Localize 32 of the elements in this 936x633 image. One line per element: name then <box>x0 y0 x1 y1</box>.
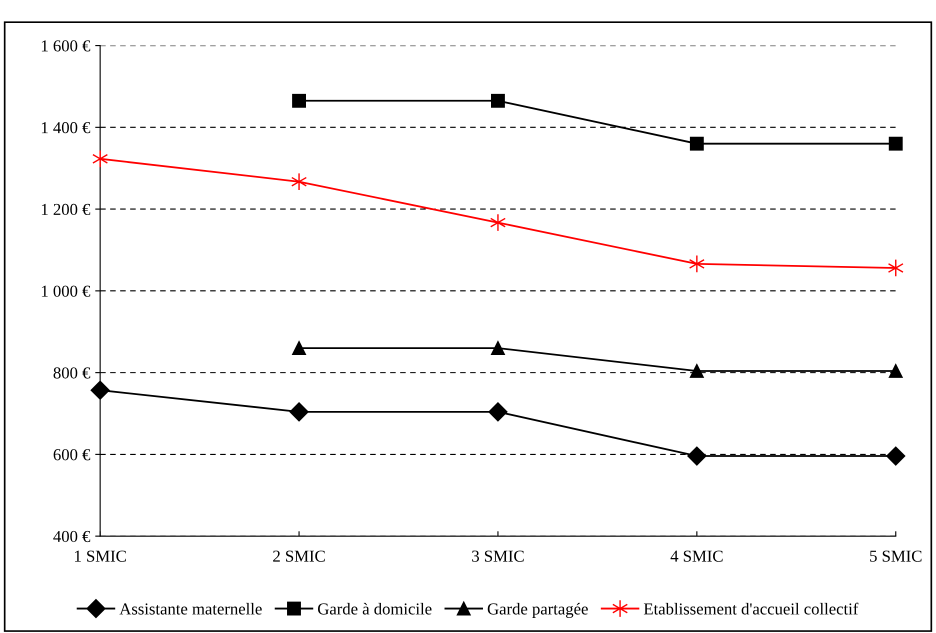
point <box>290 402 309 422</box>
y-tick-label: 800 € <box>54 367 90 379</box>
point <box>688 254 705 273</box>
y-tick-label: 400 € <box>53 530 90 542</box>
point <box>687 446 706 466</box>
y-tick-label: 1 000 € <box>42 286 90 297</box>
y-tick-label: 1 400 € <box>42 122 90 134</box>
point <box>690 364 704 378</box>
x-tick-label: 2 SMIC <box>273 550 325 562</box>
point <box>92 150 108 168</box>
y-tick-label: 1 200 € <box>42 204 90 216</box>
point <box>90 380 110 400</box>
point <box>886 446 906 466</box>
legend-label: Garde à domicile <box>318 602 432 615</box>
point <box>292 341 306 356</box>
y-tick-label: 600 € <box>54 449 90 460</box>
legend-label: Etablissement d'accueil collectif <box>644 602 858 615</box>
y-tick-label: 1 600 € <box>42 40 90 52</box>
x-tick-label: 1 SMIC <box>74 550 126 562</box>
point <box>888 258 904 277</box>
legend-label: Garde partagée <box>488 602 588 618</box>
point <box>690 136 704 151</box>
point <box>888 364 903 378</box>
point <box>488 402 508 422</box>
point <box>491 341 505 356</box>
x-tick-label: 5 SMIC <box>870 550 922 562</box>
x-tick-label: 4 SMIC <box>670 550 723 562</box>
legend-label: Assistante maternelle <box>119 602 262 615</box>
point <box>491 94 505 108</box>
point <box>888 136 903 151</box>
point <box>292 94 306 108</box>
x-tick-label: 3 SMIC <box>472 550 524 562</box>
